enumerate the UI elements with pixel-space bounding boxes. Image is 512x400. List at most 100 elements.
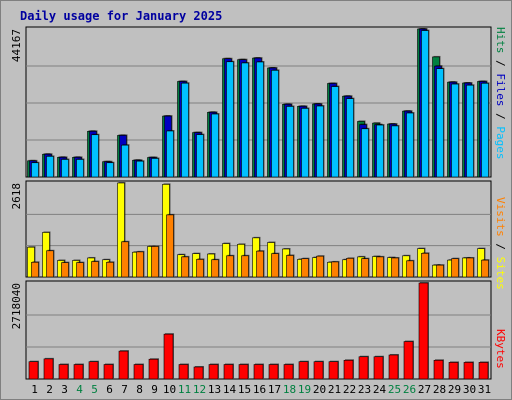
day-label-12: 12: [193, 383, 206, 396]
bar-visits-day-8: [136, 251, 144, 278]
bar-kbytes-day-13: [208, 364, 219, 380]
day-label-20: 20: [313, 383, 326, 396]
bar-pages-day-7: [121, 144, 129, 178]
day-label-17: 17: [268, 383, 281, 396]
bar-visits-day-20: [316, 255, 324, 278]
bar-kbytes-day-17: [268, 364, 279, 380]
bar-visits-day-11: [181, 256, 189, 278]
bar-visits-day-5: [91, 261, 99, 278]
day-label-10: 10: [163, 383, 176, 396]
bar-visits-day-23: [361, 258, 369, 278]
bar-visits-day-30: [466, 257, 474, 278]
bar-pages-day-29: [451, 83, 459, 178]
bar-kbytes-day-2: [43, 358, 54, 380]
bar-visits-day-18: [286, 255, 294, 278]
bar-kbytes-day-22: [343, 359, 354, 380]
legend-visits: Visits: [494, 197, 507, 237]
bar-visits-day-7: [121, 241, 129, 278]
day-label-22: 22: [343, 383, 356, 396]
day-label-4: 4: [76, 383, 83, 396]
legend-hits: Hits: [494, 27, 507, 54]
ymax-label-sites: 2618: [10, 183, 23, 210]
bar-pages-day-8: [136, 160, 144, 178]
bar-visits-day-21: [331, 261, 339, 278]
bar-pages-day-25: [391, 125, 399, 178]
bar-visits-day-2: [46, 250, 54, 278]
bar-pages-day-2: [46, 156, 54, 178]
bar-pages-day-19: [301, 108, 309, 178]
bar-pages-day-15: [241, 62, 249, 178]
bar-visits-day-14: [226, 255, 234, 278]
day-label-28: 28: [433, 383, 446, 396]
day-label-5: 5: [91, 383, 98, 396]
legend-hits-files-pages: Hits / Files / Pages: [494, 27, 507, 160]
day-label-27: 27: [418, 383, 431, 396]
bar-kbytes-day-28: [433, 359, 444, 380]
legend-sites-visits: Visits / Sites: [494, 197, 507, 290]
legend-kbytes: KBytes: [494, 329, 507, 369]
day-label-15: 15: [238, 383, 251, 396]
bar-kbytes-day-12: [193, 366, 204, 380]
bar-visits-day-16: [256, 250, 264, 278]
bar-visits-day-25: [391, 257, 399, 278]
bar-kbytes-day-29: [448, 362, 459, 380]
day-label-13: 13: [208, 383, 221, 396]
bar-visits-day-28: [436, 264, 444, 278]
bar-kbytes-day-1: [28, 361, 39, 380]
bar-pages-day-22: [346, 98, 354, 178]
day-label-2: 2: [46, 383, 53, 396]
bar-kbytes-day-6: [103, 364, 114, 380]
day-label-16: 16: [253, 383, 266, 396]
bar-kbytes-day-18: [283, 364, 294, 380]
bar-kbytes-day-20: [313, 361, 324, 380]
bar-kbytes-day-7: [118, 350, 129, 380]
bar-visits-day-3: [61, 262, 69, 278]
day-label-14: 14: [223, 383, 237, 396]
day-label-6: 6: [106, 383, 113, 396]
day-label-7: 7: [121, 383, 128, 396]
ymax-label-hits: 44167: [10, 29, 23, 62]
legend-separator: /: [494, 54, 507, 74]
day-label-3: 3: [61, 383, 68, 396]
bar-kbytes-day-8: [133, 364, 144, 380]
day-label-23: 23: [358, 383, 371, 396]
day-label-8: 8: [136, 383, 143, 396]
bar-kbytes-day-31: [478, 362, 489, 380]
day-label-19: 19: [298, 383, 311, 396]
bar-visits-day-29: [451, 258, 459, 278]
bar-pages-day-30: [466, 84, 474, 178]
bar-visits-day-15: [241, 255, 249, 278]
bar-pages-day-24: [376, 124, 384, 178]
bar-pages-day-14: [226, 61, 234, 178]
bar-pages-day-16: [256, 61, 264, 178]
bar-kbytes-day-26: [403, 341, 414, 380]
bar-pages-day-4: [76, 159, 84, 178]
bar-pages-day-11: [181, 82, 189, 178]
day-label-31: 31: [478, 383, 491, 396]
day-label-29: 29: [448, 383, 461, 396]
bar-pages-day-12: [196, 134, 204, 178]
bar-visits-day-10: [166, 214, 174, 278]
bar-visits-day-27: [421, 253, 429, 278]
bar-pages-day-9: [151, 158, 159, 178]
bar-kbytes-day-9: [148, 358, 159, 380]
day-label-11: 11: [178, 383, 191, 396]
bar-kbytes-day-4: [73, 364, 84, 380]
bar-pages-day-1: [31, 162, 39, 178]
bar-kbytes-day-10: [163, 333, 174, 380]
bar-pages-day-23: [361, 128, 369, 178]
bar-pages-day-31: [481, 83, 489, 178]
day-label-25: 25: [388, 383, 401, 396]
bar-visits-day-17: [271, 253, 279, 278]
day-label-21: 21: [328, 383, 341, 396]
bar-visits-day-4: [76, 262, 84, 278]
bar-visits-day-26: [406, 260, 414, 278]
day-label-9: 9: [151, 383, 158, 396]
bar-pages-day-10: [166, 130, 174, 178]
bar-sites-day-7: [117, 182, 125, 278]
bar-visits-day-31: [481, 259, 489, 278]
day-label-30: 30: [463, 383, 476, 396]
bar-visits-day-6: [106, 261, 114, 278]
